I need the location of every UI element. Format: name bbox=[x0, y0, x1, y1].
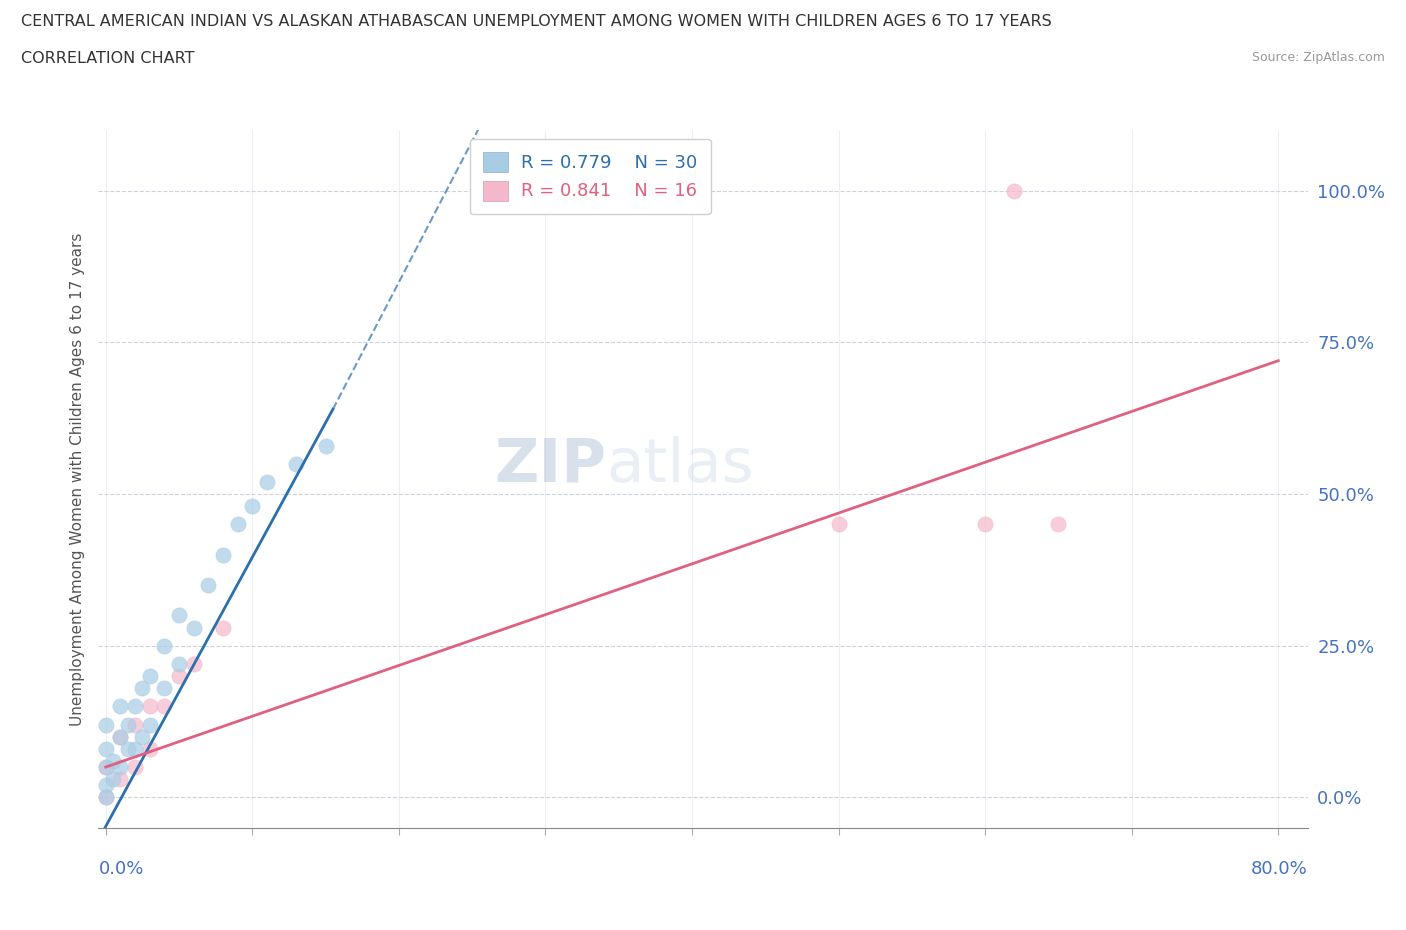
Point bbox=[153, 681, 176, 696]
Text: CORRELATION CHART: CORRELATION CHART bbox=[21, 51, 194, 66]
Point bbox=[256, 474, 278, 489]
Point bbox=[94, 741, 117, 756]
Point bbox=[124, 741, 146, 756]
Text: ZIP: ZIP bbox=[495, 435, 606, 495]
Point bbox=[153, 638, 176, 653]
Point bbox=[110, 699, 132, 714]
Point bbox=[212, 548, 235, 563]
Point bbox=[117, 717, 139, 732]
Point bbox=[94, 777, 117, 792]
Point bbox=[183, 620, 205, 635]
Point bbox=[167, 657, 190, 671]
Point bbox=[94, 760, 117, 775]
Point bbox=[197, 578, 219, 592]
Point bbox=[167, 669, 190, 684]
Point bbox=[124, 717, 146, 732]
Point bbox=[183, 657, 205, 671]
Point bbox=[138, 699, 160, 714]
Point bbox=[124, 699, 146, 714]
Point bbox=[138, 669, 160, 684]
Point bbox=[1047, 517, 1070, 532]
Text: 0.0%: 0.0% bbox=[98, 860, 143, 878]
Y-axis label: Unemployment Among Women with Children Ages 6 to 17 years: Unemployment Among Women with Children A… bbox=[69, 232, 84, 725]
Point bbox=[153, 699, 176, 714]
Point bbox=[285, 457, 308, 472]
Point bbox=[240, 498, 263, 513]
Point bbox=[110, 729, 132, 744]
Point bbox=[110, 760, 132, 775]
Point bbox=[94, 760, 117, 775]
Legend: R = 0.779    N = 30, R = 0.841    N = 16: R = 0.779 N = 30, R = 0.841 N = 16 bbox=[470, 139, 711, 214]
Point bbox=[101, 772, 124, 787]
Point bbox=[94, 790, 117, 804]
Text: CENTRAL AMERICAN INDIAN VS ALASKAN ATHABASCAN UNEMPLOYMENT AMONG WOMEN WITH CHIL: CENTRAL AMERICAN INDIAN VS ALASKAN ATHAB… bbox=[21, 14, 1052, 29]
Point bbox=[167, 608, 190, 623]
Point bbox=[138, 741, 160, 756]
Point bbox=[110, 772, 132, 787]
Text: atlas: atlas bbox=[606, 435, 754, 495]
Point bbox=[212, 620, 235, 635]
Point bbox=[315, 438, 337, 453]
Point bbox=[94, 717, 117, 732]
Point bbox=[124, 760, 146, 775]
Point bbox=[974, 517, 997, 532]
Point bbox=[138, 717, 160, 732]
Point bbox=[131, 729, 153, 744]
Point bbox=[94, 790, 117, 804]
Point bbox=[110, 729, 132, 744]
Point bbox=[117, 741, 139, 756]
Point bbox=[101, 753, 124, 768]
Point bbox=[131, 681, 153, 696]
Text: 80.0%: 80.0% bbox=[1251, 860, 1308, 878]
Point bbox=[827, 517, 849, 532]
Text: Source: ZipAtlas.com: Source: ZipAtlas.com bbox=[1251, 51, 1385, 64]
Point bbox=[226, 517, 249, 532]
Point bbox=[1004, 183, 1026, 198]
